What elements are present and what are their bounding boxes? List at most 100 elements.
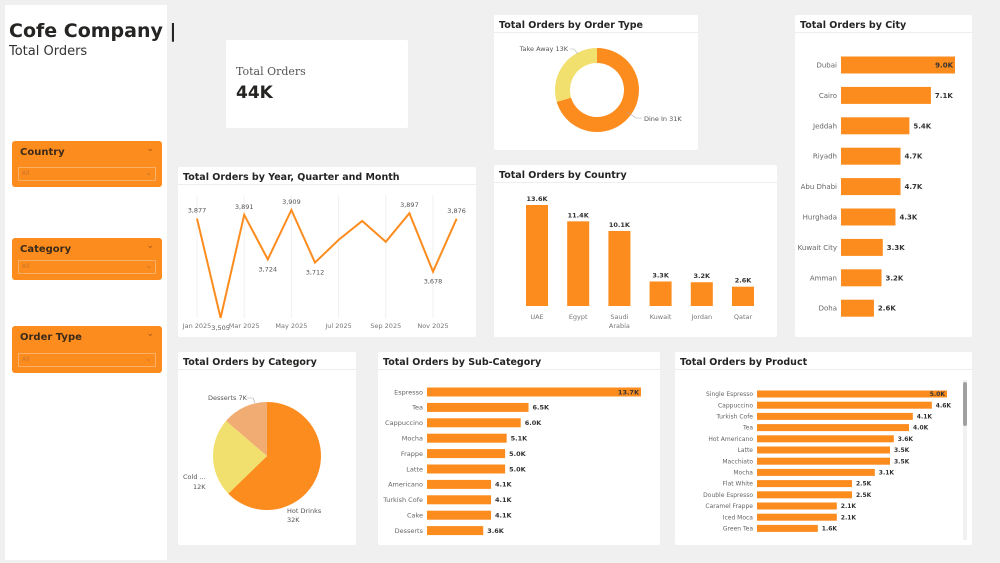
data-label: 3,891: [235, 203, 254, 211]
bar-value-label: 4.7K: [905, 153, 923, 161]
country-dropdown[interactable]: All ⌄: [18, 167, 156, 181]
order-type-slicer[interactable]: Order Type ⌄ All ⌄: [12, 326, 162, 373]
bar-category-label: Saudi: [610, 313, 628, 321]
bar-category-label: Arabia: [609, 322, 630, 330]
bar-value-label: 3.1K: [879, 470, 895, 477]
chart-title: Total Orders by Product: [680, 357, 808, 368]
bar-value-label: 2.5K: [856, 481, 872, 488]
bar-category-label: Single Espresso: [706, 391, 753, 398]
bar: [427, 495, 492, 505]
bar-category-label: Frappe: [401, 450, 423, 458]
x-tick-label: Jan 2025: [182, 322, 212, 330]
bar-category-label: Jordan: [690, 313, 712, 321]
slice-label: Take Away 13K: [519, 45, 569, 53]
bar-value-label: 2.1K: [841, 503, 857, 510]
scrollbar-thumb[interactable]: [963, 382, 967, 426]
category-slicer[interactable]: Category ⌄ All ⌄: [12, 238, 162, 280]
slicer-label: Order Type: [20, 332, 82, 343]
data-label: 3,678: [424, 278, 443, 286]
bar-value-label: 10.1K: [609, 221, 631, 229]
bar-value-label: 3.6K: [487, 527, 505, 535]
bar: [427, 479, 492, 489]
pie-slice: [225, 402, 267, 456]
category-dropdown[interactable]: All ⌄: [18, 260, 156, 274]
bar-value-label: 4.3K: [899, 213, 917, 221]
bar: [841, 147, 901, 165]
bar-value-label: 4.0K: [913, 425, 929, 432]
bar: [757, 468, 875, 476]
data-label: 3,876: [447, 207, 466, 215]
order-type-dropdown[interactable]: All ⌄: [18, 353, 156, 367]
bar-category-label: Turkish Cofe: [382, 496, 423, 504]
bar-category-label: Espresso: [394, 388, 423, 396]
bar-value-label: 4.1K: [495, 511, 513, 519]
bar-category-label: Mocha: [733, 470, 753, 477]
bar-category-label: Egypt: [569, 313, 588, 321]
data-label: 3,897: [400, 201, 419, 209]
bar-value-label: 5.0K: [509, 450, 527, 458]
slice-label: Hot Drinks: [287, 507, 322, 515]
slice-label: Dine In 31K: [644, 115, 682, 123]
bar: [649, 281, 672, 306]
bar-category-label: Kuwait City: [798, 244, 837, 252]
bar-category-label: Iced Moca: [723, 514, 754, 521]
x-tick-label: Nov 2025: [417, 322, 448, 330]
leader-line: [570, 48, 579, 55]
bar: [732, 286, 754, 306]
bar-category-label: Mocha: [402, 434, 423, 442]
bar-value-label: 6.5K: [533, 404, 551, 412]
chevron-down-icon[interactable]: ⌄: [146, 144, 154, 154]
bar: [526, 205, 548, 306]
bar: [841, 86, 931, 104]
kpi-label: Total Orders: [236, 65, 306, 78]
chart-title: Total Orders by Sub-Category: [383, 357, 542, 368]
bar-value-label: 6.0K: [525, 419, 543, 427]
bar: [757, 480, 852, 488]
chart-title: Total Orders by Category: [183, 357, 317, 368]
chart-title: Total Orders by City: [800, 20, 907, 31]
bar: [757, 401, 932, 409]
chevron-down-icon: ⌄: [145, 168, 152, 177]
data-label: 3,724: [258, 265, 277, 273]
bar: [841, 299, 874, 317]
bar: [841, 117, 910, 135]
bar-value-label: 2.6K: [878, 305, 896, 313]
slice-label: Cold ...: [183, 473, 206, 481]
scrollbar-track[interactable]: [963, 380, 967, 540]
bar-category-label: Abu Dhabi: [801, 183, 837, 191]
app-title: Cofe Company |: [9, 20, 177, 42]
bar-category-label: Jeddah: [812, 122, 837, 130]
bar-value-label: 7.1K: [935, 92, 953, 100]
bar: [757, 390, 947, 398]
bar-value-label: 4.1K: [917, 414, 933, 421]
app-subtitle: Total Orders: [9, 44, 88, 59]
bar-value-label: 3.5K: [894, 458, 910, 465]
bar: [608, 230, 631, 306]
bar: [757, 435, 894, 443]
chart-title: Total Orders by Order Type: [499, 20, 643, 31]
dropdown-value: All: [22, 170, 30, 177]
sidebar: [5, 5, 167, 560]
slicer-label: Country: [20, 147, 65, 158]
country-slicer[interactable]: Country ⌄ All ⌄: [12, 141, 162, 187]
bar: [757, 446, 890, 454]
bar-category-label: Riyadh: [813, 153, 837, 161]
bar: [841, 208, 896, 226]
bar-category-label: Green Tea: [723, 526, 753, 533]
bar-category-label: Qatar: [734, 313, 753, 321]
x-tick-label: Sep 2025: [370, 322, 401, 330]
bar-category-label: Flat White: [722, 481, 753, 488]
bar-value-label: 5.4K: [913, 122, 931, 130]
kpi-card: [226, 40, 408, 128]
bar-value-label: 2.6K: [735, 277, 753, 285]
bar-value-label: 9.0K: [935, 61, 953, 69]
chart-title: Total Orders by Year, Quarter and Month: [183, 172, 400, 183]
bar-category-label: Latte: [738, 447, 754, 454]
bar-category-label: Dubai: [816, 61, 837, 69]
bar: [427, 418, 521, 428]
chevron-down-icon: ⌄: [145, 354, 152, 363]
bar-value-label: 5.0K: [930, 391, 946, 398]
chevron-down-icon[interactable]: ⌄: [146, 241, 154, 251]
chevron-down-icon[interactable]: ⌄: [146, 329, 154, 339]
